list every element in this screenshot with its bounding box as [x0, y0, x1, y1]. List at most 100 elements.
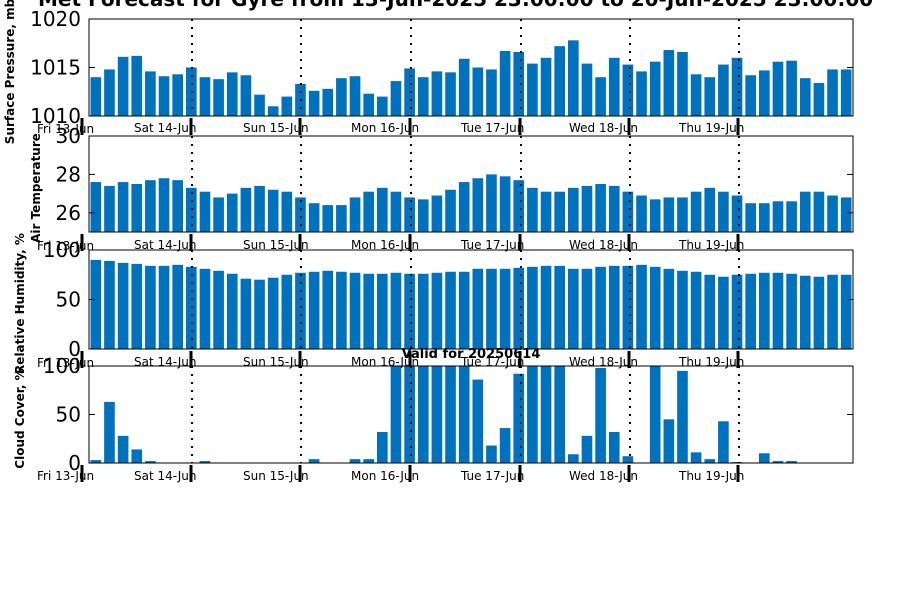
- bar: [308, 203, 320, 232]
- bar: [226, 72, 238, 116]
- bar: [458, 271, 470, 349]
- bar: [649, 366, 661, 463]
- bar: [322, 205, 334, 232]
- bar: [772, 461, 784, 463]
- bar: [349, 272, 361, 349]
- bar: [158, 178, 170, 232]
- y-tick-label: 50: [56, 288, 81, 312]
- bar: [759, 453, 770, 463]
- y-tick-label: 100: [43, 238, 81, 262]
- y-axis-label: Air Temperature: [29, 133, 43, 243]
- bar: [267, 277, 279, 349]
- bar: [404, 197, 415, 232]
- bar: [690, 452, 702, 463]
- y-tick-label: 1015: [30, 56, 81, 80]
- bar: [677, 270, 688, 349]
- bar: [813, 83, 825, 116]
- bar: [349, 76, 361, 116]
- bar: [158, 265, 170, 349]
- bar: [213, 270, 224, 349]
- y-axis-label: Cloud Cover, %: [13, 368, 27, 468]
- y-tick-label: 30: [56, 124, 81, 148]
- bar: [254, 279, 265, 349]
- bar: [636, 195, 647, 232]
- bar: [90, 259, 102, 349]
- bar: [595, 184, 606, 232]
- bar: [404, 273, 415, 349]
- bar: [499, 268, 511, 349]
- bar: [363, 459, 374, 463]
- bar: [718, 276, 729, 349]
- bar: [690, 191, 702, 232]
- bar: [472, 268, 484, 349]
- bar: [336, 205, 347, 232]
- bar: [827, 195, 838, 232]
- figure-title: Met Forecast for Gyre from 13-Jun-2025 2…: [38, 0, 873, 11]
- bar: [759, 272, 770, 349]
- x-day-label: Sat 14-Jun: [134, 355, 197, 369]
- bar: [840, 274, 852, 349]
- y-tick-label: 1020: [30, 7, 81, 31]
- bar: [636, 71, 647, 116]
- bar: [472, 178, 484, 232]
- x-day-label: Mon 16-Jun: [351, 469, 419, 483]
- chart-panel-1: 1010 1015 1020 Fri 13-Jun Sat 14-Jun Sun 15-J…: [3, 0, 854, 144]
- x-day-label: Wed 18-Jun: [569, 469, 638, 483]
- bar: [622, 456, 634, 463]
- bar: [799, 275, 811, 349]
- bar: [445, 72, 456, 116]
- bar: [649, 199, 661, 232]
- bar: [608, 185, 620, 232]
- bar: [813, 191, 825, 232]
- bar: [458, 366, 470, 463]
- y-tick-label: 1010: [30, 104, 81, 128]
- bar: [322, 270, 334, 349]
- bar: [663, 50, 675, 116]
- bar: [527, 187, 538, 232]
- bar: [663, 268, 675, 349]
- figure-subtitle: Valid for 20250614: [402, 347, 541, 362]
- bar: [718, 64, 729, 116]
- bar: [281, 191, 293, 232]
- bar: [363, 273, 374, 349]
- bar: [417, 77, 429, 116]
- bar: [786, 273, 797, 349]
- bar: [527, 366, 538, 463]
- bar: [417, 366, 429, 463]
- bar: [172, 180, 183, 232]
- bar: [677, 370, 688, 463]
- x-day-label: Sat 14-Jun: [134, 238, 197, 252]
- x-day-label: Sat 14-Jun: [134, 121, 197, 135]
- bar: [322, 88, 334, 116]
- bar: [772, 201, 784, 232]
- bar: [377, 273, 388, 349]
- bar: [608, 265, 620, 349]
- bar: [226, 273, 238, 349]
- bar: [417, 273, 429, 349]
- bar: [145, 71, 156, 116]
- bar: [540, 57, 552, 116]
- y-tick-label: 0: [68, 451, 81, 475]
- bar: [704, 77, 716, 116]
- bar: [213, 197, 224, 232]
- bar: [540, 191, 552, 232]
- x-day-label: Thu 19-Jun: [678, 355, 744, 369]
- bar: [281, 274, 293, 349]
- bar: [377, 96, 388, 116]
- bar: [336, 271, 347, 349]
- bar: [390, 366, 402, 463]
- x-day-label: Sun 15-Jun: [243, 355, 309, 369]
- bar: [458, 58, 470, 116]
- bar: [649, 61, 661, 116]
- bar: [608, 431, 620, 463]
- bar: [199, 268, 211, 349]
- bar: [90, 77, 102, 116]
- bar: [663, 197, 675, 232]
- bar: [663, 419, 675, 463]
- bar: [199, 77, 211, 116]
- y-axis-label: Surface Pressure, mb: [3, 0, 17, 144]
- bar: [254, 94, 265, 116]
- bar: [431, 366, 443, 463]
- bar: [404, 68, 415, 116]
